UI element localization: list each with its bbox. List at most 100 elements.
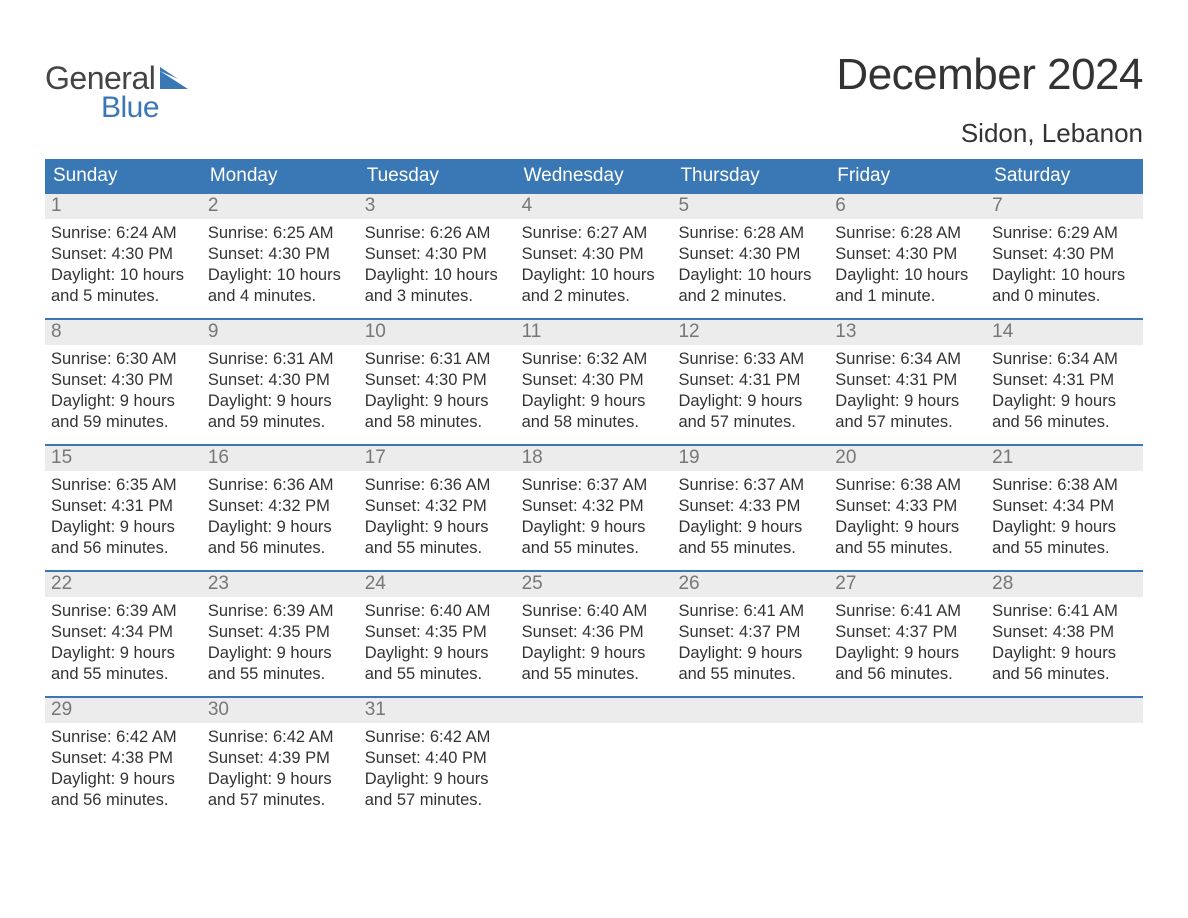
daylight-line-1: Daylight: 9 hours [678,391,823,412]
daylight-line-2: and 56 minutes. [992,412,1137,433]
sunset-line: Sunset: 4:30 PM [51,370,196,391]
sunrise-line: Sunrise: 6:30 AM [51,349,196,370]
daylight-line-2: and 59 minutes. [208,412,353,433]
sunset-line: Sunset: 4:35 PM [208,622,353,643]
sunrise-line: Sunrise: 6:31 AM [365,349,510,370]
calendar-day: 9Sunrise: 6:31 AMSunset: 4:30 PMDaylight… [202,320,359,444]
sunset-line: Sunset: 4:35 PM [365,622,510,643]
sunset-line: Sunset: 4:32 PM [522,496,667,517]
weeks-container: 1Sunrise: 6:24 AMSunset: 4:30 PMDaylight… [45,194,1143,822]
daylight-line-2: and 58 minutes. [365,412,510,433]
weekday-header: Wednesday [516,159,673,194]
calendar-day: 4Sunrise: 6:27 AMSunset: 4:30 PMDaylight… [516,194,673,318]
day-number: 24 [359,572,516,597]
daylight-line-1: Daylight: 9 hours [522,517,667,538]
day-details: Sunrise: 6:34 AMSunset: 4:31 PMDaylight:… [986,345,1143,433]
day-number: 21 [986,446,1143,471]
calendar-day: 1Sunrise: 6:24 AMSunset: 4:30 PMDaylight… [45,194,202,318]
daylight-line-2: and 55 minutes. [208,664,353,685]
daylight-line-2: and 55 minutes. [51,664,196,685]
sunset-line: Sunset: 4:38 PM [992,622,1137,643]
sunrise-line: Sunrise: 6:37 AM [678,475,823,496]
daylight-line-1: Daylight: 9 hours [365,769,510,790]
day-number: 31 [359,698,516,723]
daylight-line-1: Daylight: 9 hours [835,517,980,538]
calendar-day: 6Sunrise: 6:28 AMSunset: 4:30 PMDaylight… [829,194,986,318]
sunrise-line: Sunrise: 6:32 AM [522,349,667,370]
sunrise-line: Sunrise: 6:41 AM [678,601,823,622]
day-details: Sunrise: 6:25 AMSunset: 4:30 PMDaylight:… [202,219,359,307]
daylight-line-2: and 58 minutes. [522,412,667,433]
day-details: Sunrise: 6:28 AMSunset: 4:30 PMDaylight:… [672,219,829,307]
sunrise-line: Sunrise: 6:39 AM [208,601,353,622]
day-details: Sunrise: 6:32 AMSunset: 4:30 PMDaylight:… [516,345,673,433]
day-number: 26 [672,572,829,597]
sunset-line: Sunset: 4:30 PM [208,244,353,265]
day-number: 17 [359,446,516,471]
sunrise-line: Sunrise: 6:36 AM [208,475,353,496]
day-details: Sunrise: 6:24 AMSunset: 4:30 PMDaylight:… [45,219,202,307]
sunrise-line: Sunrise: 6:25 AM [208,223,353,244]
daylight-line-1: Daylight: 10 hours [992,265,1137,286]
day-details: Sunrise: 6:37 AMSunset: 4:32 PMDaylight:… [516,471,673,559]
daylight-line-2: and 56 minutes. [51,790,196,811]
sunrise-line: Sunrise: 6:27 AM [522,223,667,244]
day-details: Sunrise: 6:42 AMSunset: 4:40 PMDaylight:… [359,723,516,811]
day-details: Sunrise: 6:27 AMSunset: 4:30 PMDaylight:… [516,219,673,307]
daylight-line-1: Daylight: 9 hours [992,517,1137,538]
calendar-day: 5Sunrise: 6:28 AMSunset: 4:30 PMDaylight… [672,194,829,318]
daylight-line-1: Daylight: 10 hours [678,265,823,286]
day-details: Sunrise: 6:41 AMSunset: 4:37 PMDaylight:… [829,597,986,685]
sunrise-line: Sunrise: 6:37 AM [522,475,667,496]
day-number: 5 [672,194,829,219]
daylight-line-2: and 56 minutes. [992,664,1137,685]
day-details: Sunrise: 6:41 AMSunset: 4:37 PMDaylight:… [672,597,829,685]
location: Sidon, Lebanon [836,118,1143,149]
calendar-day: 21Sunrise: 6:38 AMSunset: 4:34 PMDayligh… [986,446,1143,570]
sunrise-line: Sunrise: 6:33 AM [678,349,823,370]
daylight-line-1: Daylight: 10 hours [208,265,353,286]
sunset-line: Sunset: 4:30 PM [208,370,353,391]
calendar-week: 1Sunrise: 6:24 AMSunset: 4:30 PMDaylight… [45,194,1143,318]
sunrise-line: Sunrise: 6:42 AM [51,727,196,748]
day-number: 22 [45,572,202,597]
sunrise-line: Sunrise: 6:42 AM [208,727,353,748]
weekday-header-row: SundayMondayTuesdayWednesdayThursdayFrid… [45,159,1143,194]
daylight-line-1: Daylight: 10 hours [522,265,667,286]
daylight-line-1: Daylight: 9 hours [992,391,1137,412]
daylight-line-1: Daylight: 10 hours [365,265,510,286]
calendar-day [986,698,1143,822]
day-number: 11 [516,320,673,345]
weekday-header: Monday [202,159,359,194]
sunset-line: Sunset: 4:37 PM [678,622,823,643]
daylight-line-2: and 55 minutes. [522,538,667,559]
daylight-line-2: and 55 minutes. [522,664,667,685]
day-details: Sunrise: 6:38 AMSunset: 4:33 PMDaylight:… [829,471,986,559]
daylight-line-1: Daylight: 9 hours [835,391,980,412]
day-details: Sunrise: 6:39 AMSunset: 4:35 PMDaylight:… [202,597,359,685]
day-number: 7 [986,194,1143,219]
daylight-line-2: and 2 minutes. [678,286,823,307]
day-number: 14 [986,320,1143,345]
day-number: 27 [829,572,986,597]
day-number: 3 [359,194,516,219]
calendar-day: 26Sunrise: 6:41 AMSunset: 4:37 PMDayligh… [672,572,829,696]
day-number: 25 [516,572,673,597]
daylight-line-2: and 59 minutes. [51,412,196,433]
daylight-line-1: Daylight: 9 hours [51,517,196,538]
sunset-line: Sunset: 4:30 PM [678,244,823,265]
daylight-line-1: Daylight: 10 hours [51,265,196,286]
calendar-week: 22Sunrise: 6:39 AMSunset: 4:34 PMDayligh… [45,570,1143,696]
sunrise-line: Sunrise: 6:34 AM [835,349,980,370]
sunset-line: Sunset: 4:30 PM [522,370,667,391]
sunrise-line: Sunrise: 6:26 AM [365,223,510,244]
daylight-line-2: and 57 minutes. [208,790,353,811]
calendar-day: 14Sunrise: 6:34 AMSunset: 4:31 PMDayligh… [986,320,1143,444]
day-number: 9 [202,320,359,345]
daylight-line-1: Daylight: 9 hours [835,643,980,664]
sunset-line: Sunset: 4:39 PM [208,748,353,769]
daylight-line-1: Daylight: 9 hours [678,643,823,664]
sunrise-line: Sunrise: 6:41 AM [992,601,1137,622]
calendar-day: 31Sunrise: 6:42 AMSunset: 4:40 PMDayligh… [359,698,516,822]
calendar-week: 8Sunrise: 6:30 AMSunset: 4:30 PMDaylight… [45,318,1143,444]
